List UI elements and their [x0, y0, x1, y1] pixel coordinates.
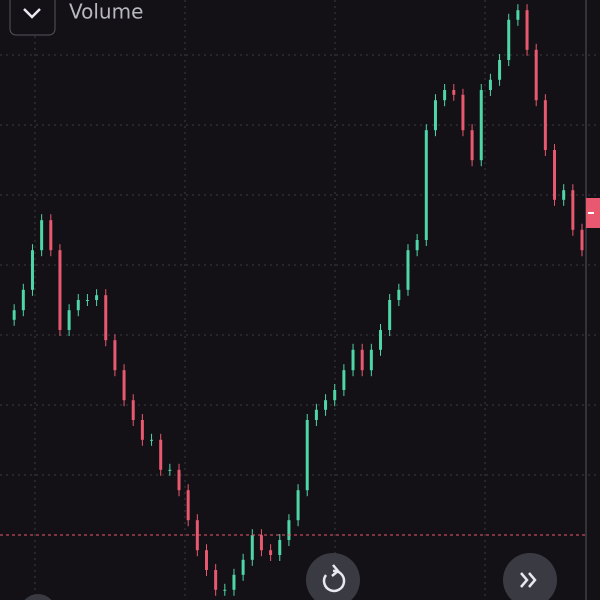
candle-body [424, 130, 428, 240]
candle-body [214, 570, 218, 590]
candle-body [379, 330, 383, 350]
candle-body [369, 349, 373, 371]
candle-body [534, 49, 538, 101]
candle-body [140, 420, 144, 440]
candle-body [507, 19, 511, 60]
candle-body [67, 310, 71, 330]
candle-body [287, 520, 291, 540]
candle-body [85, 300, 89, 301]
candle-body [525, 10, 529, 50]
candle-body [415, 240, 419, 251]
candle-body [470, 130, 474, 161]
candle-body [543, 100, 547, 150]
candle-body [488, 79, 492, 90]
candle-body [58, 250, 62, 330]
candle-body [388, 300, 392, 330]
candle-body [250, 535, 254, 560]
candle-body [571, 190, 575, 230]
candle-body [259, 535, 263, 551]
candle-body [516, 10, 520, 20]
candle-body [433, 100, 437, 131]
candle-body [76, 300, 80, 311]
candle-body [177, 469, 181, 491]
candle-body [580, 229, 584, 251]
candle-body [168, 469, 172, 471]
candle-body [104, 295, 108, 341]
button-bg[interactable] [503, 553, 557, 600]
candle-body [49, 220, 53, 251]
candle-body [186, 490, 190, 521]
candle-body [113, 340, 117, 371]
candle-body [296, 490, 300, 521]
volume-toggle[interactable]: Volume [9, 0, 143, 36]
candle-body [150, 439, 154, 441]
candle-body [122, 370, 126, 401]
reset-icon [322, 569, 346, 593]
candle-body [452, 90, 456, 95]
candle-body [553, 150, 557, 200]
candle-body [562, 190, 566, 200]
candle-body [30, 250, 34, 290]
candle-body [324, 400, 328, 410]
candle-body [479, 90, 483, 161]
chevron-icon [23, 8, 41, 19]
candles [12, 4, 584, 596]
reset-button[interactable] [306, 553, 360, 600]
candle-body [278, 540, 282, 555]
reset-arrow [331, 564, 340, 577]
candle-body [498, 60, 502, 80]
candle-body [95, 295, 99, 300]
candle-body [443, 90, 447, 101]
candle-body [195, 520, 199, 551]
partial-button[interactable] [20, 594, 56, 600]
candle-body [131, 400, 135, 420]
candle-body [269, 550, 273, 555]
candle-body [232, 574, 236, 590]
forward-icon [520, 572, 537, 588]
candle-body [241, 559, 245, 575]
candle-body [333, 390, 337, 401]
candle-body [159, 439, 163, 470]
candle-body [406, 250, 410, 290]
candle-body [204, 550, 208, 570]
candle-body [360, 349, 364, 371]
candle-body [12, 310, 16, 320]
candle-body [314, 409, 318, 420]
candle-body [223, 589, 227, 591]
scroll-to-end-button[interactable] [503, 553, 557, 600]
candle-body [40, 220, 44, 251]
candle-body [397, 289, 401, 300]
candle-body [305, 420, 309, 491]
candle-body [21, 289, 25, 311]
candle-body [461, 94, 465, 131]
candle-body [351, 349, 355, 371]
volume-label: Volume [69, 0, 143, 24]
candle-body [342, 370, 346, 390]
